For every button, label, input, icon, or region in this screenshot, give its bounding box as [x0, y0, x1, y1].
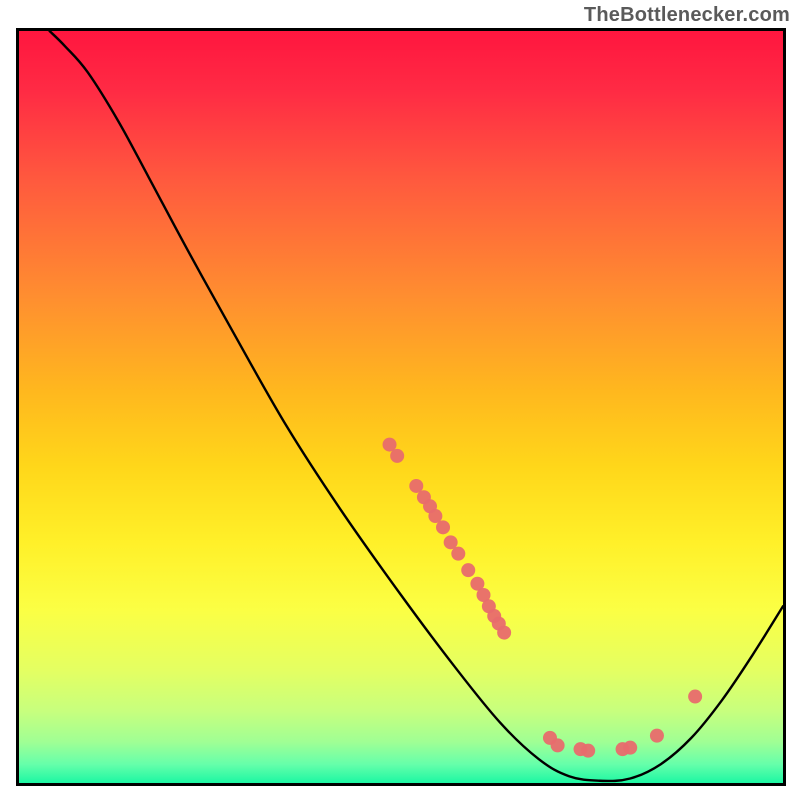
chart-canvas: TheBottlenecker.com — [0, 0, 800, 800]
scatter-point — [551, 738, 565, 752]
scatter-point — [497, 626, 511, 640]
scatter-point — [390, 449, 404, 463]
scatter-points — [19, 31, 783, 783]
scatter-point — [650, 729, 664, 743]
scatter-point — [688, 690, 702, 704]
scatter-point — [436, 520, 450, 534]
scatter-point — [581, 744, 595, 758]
scatter-point — [623, 741, 637, 755]
scatter-point — [451, 547, 465, 561]
watermark-text: TheBottlenecker.com — [584, 4, 790, 27]
scatter-point — [461, 563, 475, 577]
plot-area — [16, 28, 786, 786]
